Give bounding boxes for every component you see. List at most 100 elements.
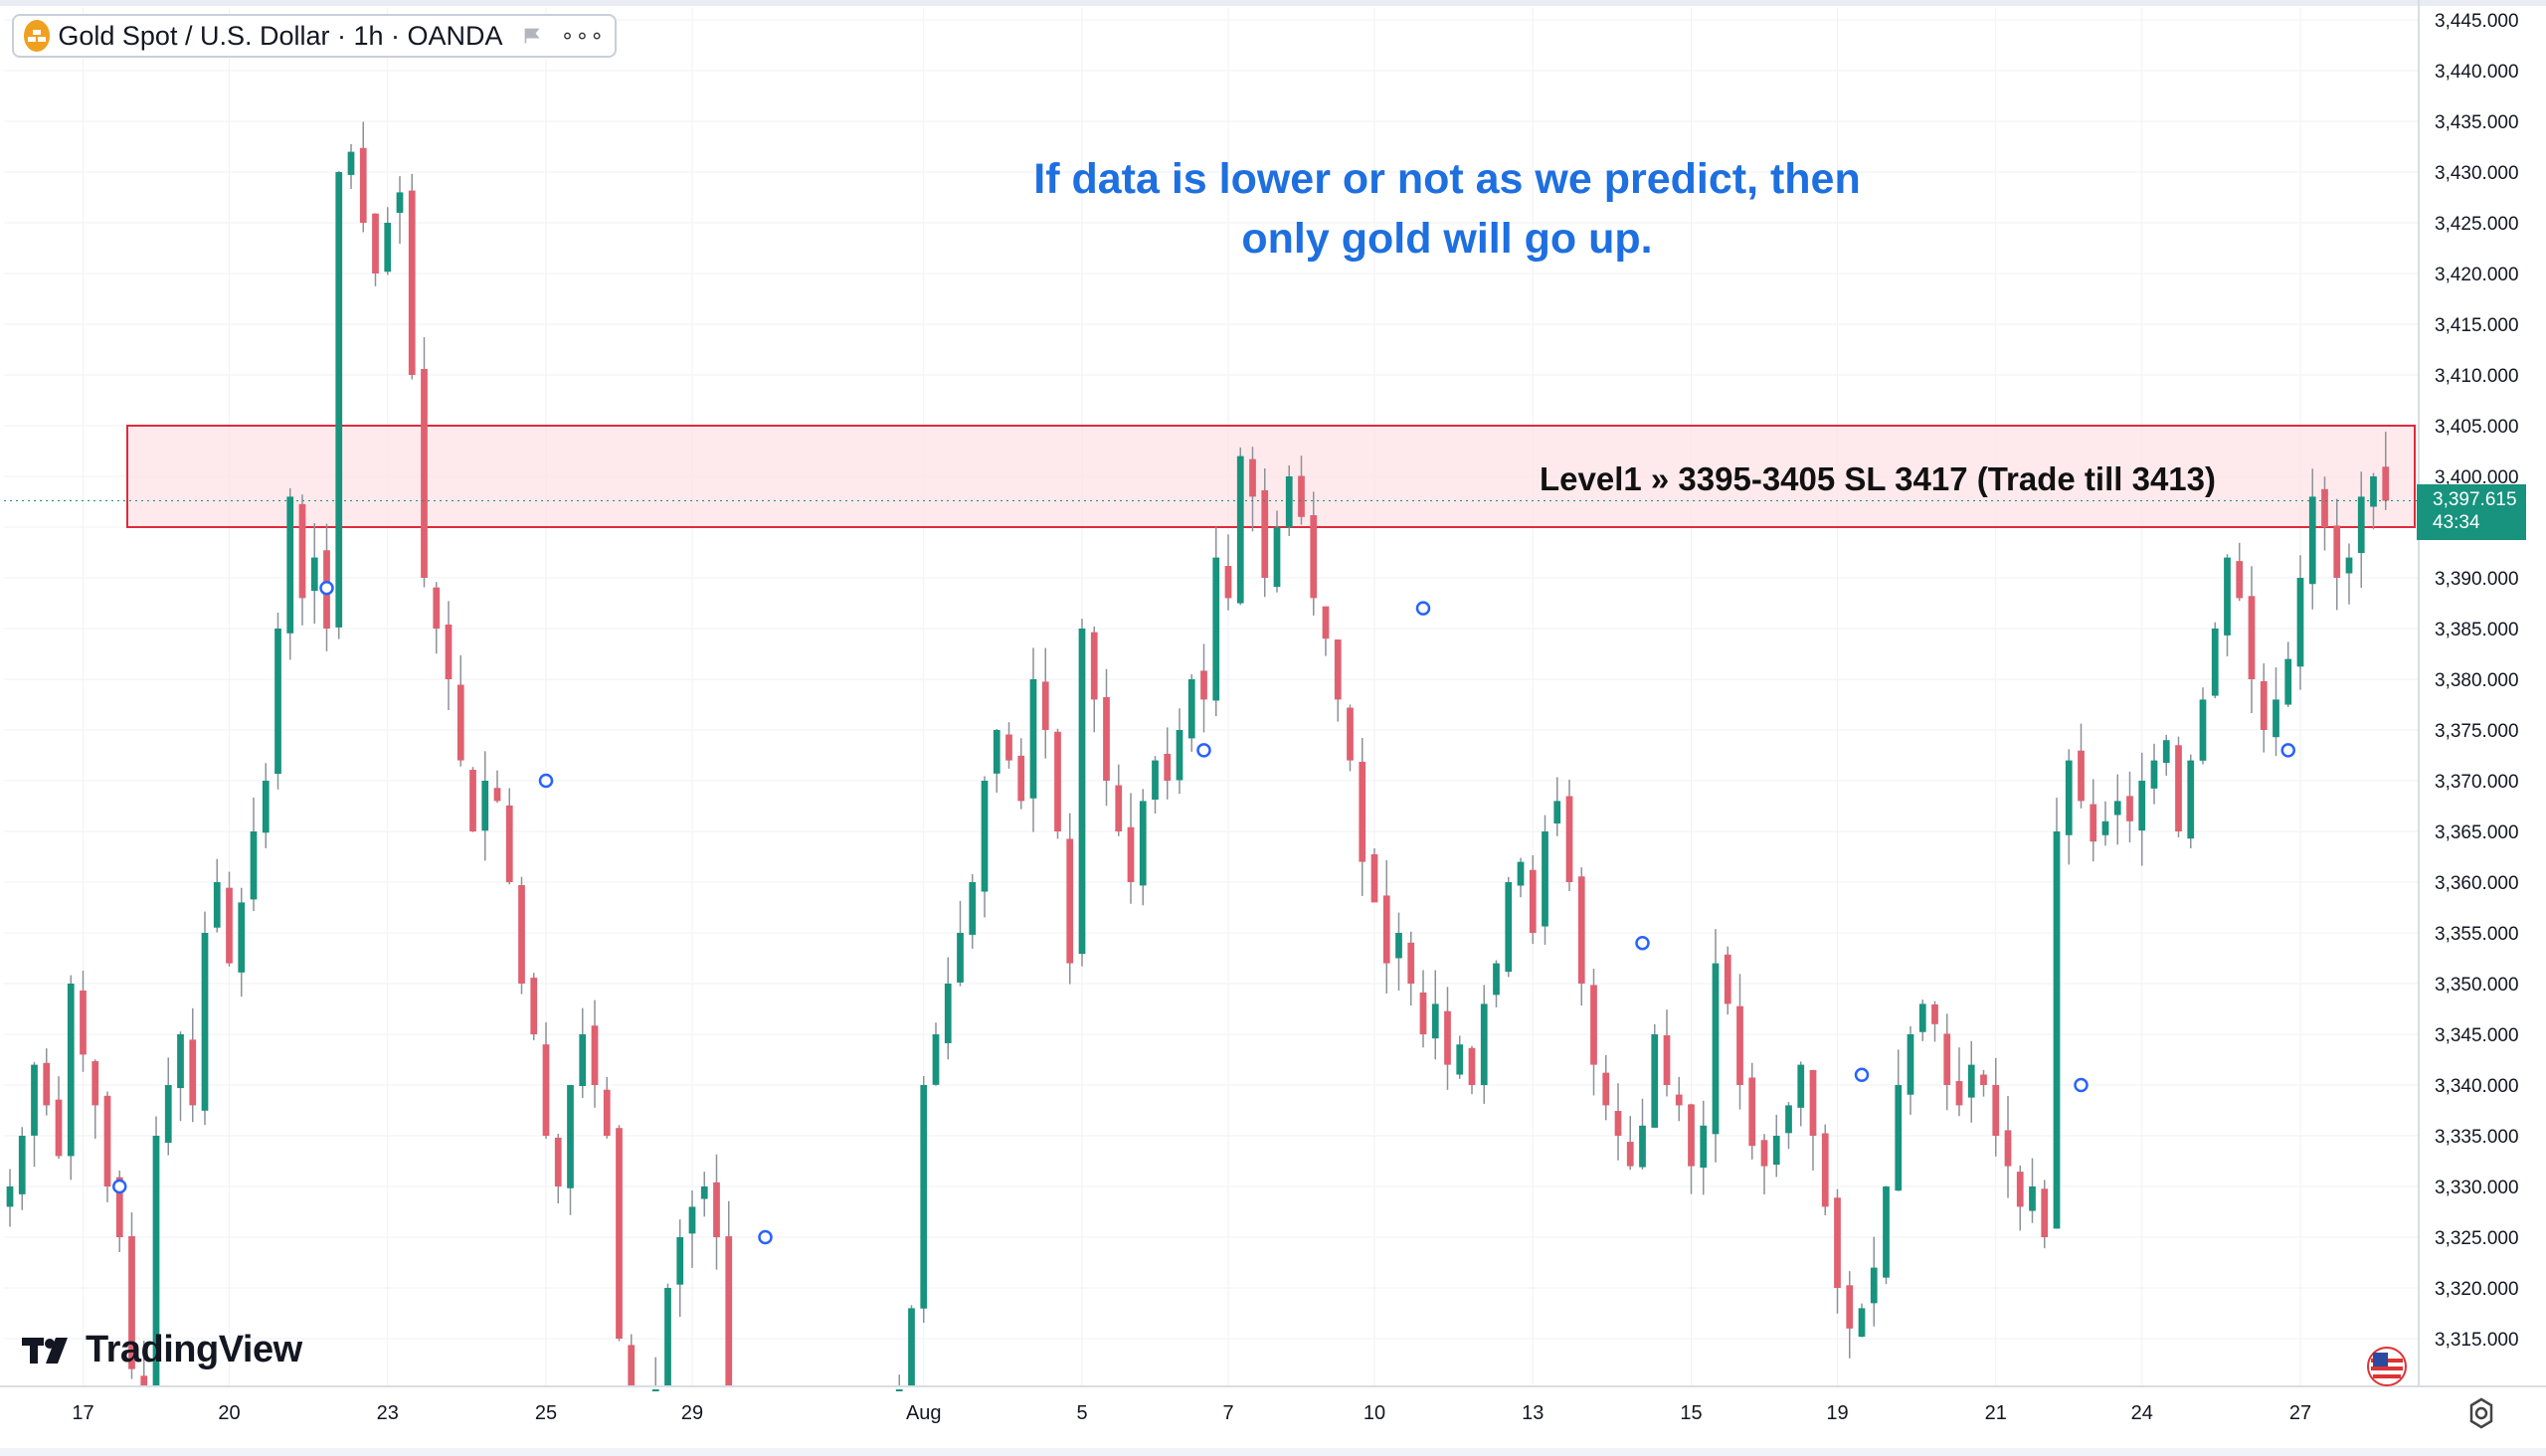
candle-body [1663,1035,1671,1085]
time-tick-label: 13 [1522,1402,1544,1424]
event-marker-icon [1635,935,1650,951]
time-tick-label: 10 [1364,1402,1385,1424]
candle-body [1078,629,1086,955]
price-tick-label: 3,380.000 [2435,670,2519,691]
candle-body [1310,515,1318,599]
candle-body [2065,760,2073,835]
zone-label: Level1 » 3395-3405 SL 3417 (Trade till 3… [1540,460,2216,497]
candle-body [1127,826,1135,882]
candle-body [445,624,453,679]
candle-body [1542,831,1548,927]
symbol-header[interactable]: Gold Spot / U.S. Dollar · 1h · OANDA ∘∘∘ [12,14,617,58]
candle-body [981,781,989,892]
candle-body [2090,804,2097,842]
price-tick-label: 3,370.000 [2435,772,2519,793]
candle-body [1176,730,1183,781]
top-divider [0,0,2546,6]
candle-body [1797,1064,1805,1108]
candle-body [335,172,343,628]
candle-body [969,882,977,935]
candle-body [1907,1034,1914,1095]
event-marker-icon [112,1179,127,1194]
us-flag-icon[interactable] [2365,1345,2409,1388]
candle-body [2236,561,2244,599]
candle-body [1712,963,1720,1135]
candle-body [1236,455,1244,604]
time-tick-label: 15 [1680,1402,1702,1424]
price-tick-label: 3,330.000 [2435,1178,2519,1198]
candle-body [664,1288,671,1386]
candle-body [469,770,476,831]
candle-body [1273,527,1281,588]
time-tick-label: 25 [535,1402,557,1424]
price-tick-label: 3,435.000 [2435,112,2519,133]
candle-body [579,1034,587,1086]
candle-body [1029,679,1037,799]
event-marker-icon [2280,743,2295,758]
time-tick-label: 20 [218,1402,240,1424]
tradingview-logo[interactable]: TradingView [22,1329,302,1371]
candle-body [2053,831,2061,1229]
candle-body [226,887,233,964]
candle-body [1261,489,1269,578]
candle-body [518,884,525,984]
candle-body [286,496,294,634]
event-marker-icon [538,773,554,789]
candle-body [2224,557,2231,636]
more-options-icon[interactable]: ∘∘∘ [560,23,605,48]
resistance-zone[interactable] [126,425,2416,528]
price-tick-label: 3,350.000 [2435,975,2519,996]
event-marker-icon [2074,1077,2089,1093]
candle-body [1553,801,1561,824]
candle-body [2138,781,2146,831]
candle-body [408,190,416,375]
candle-body [2175,745,2182,831]
candle-body [2273,699,2279,738]
candle-body [505,805,513,882]
candle-body [456,684,464,761]
candle-body [1187,679,1195,739]
candle-body [1382,895,1390,964]
symbol-title: Gold Spot / U.S. Dollar · 1h · OANDA [58,20,503,51]
candle-body [725,1236,733,1386]
event-marker-icon [1854,1067,1870,1083]
time-tick-label: 5 [1076,1402,1087,1424]
candle-body [55,1099,63,1157]
candle-body [1992,1084,2000,1136]
settings-gear-icon[interactable] [2464,1396,2498,1430]
candle-body [213,882,221,928]
candle-body [1967,1064,1975,1098]
candle-body [128,1235,135,1369]
current-price-badge: 3,397.615 43:34 [2417,484,2526,540]
candle-body [421,369,428,578]
candle-body [1639,1125,1646,1168]
flag-icon[interactable] [523,25,541,47]
candle-body [2370,476,2377,507]
annotation-text: If data is lower or not as we predict, t… [975,149,1919,269]
price-tick-label: 3,385.000 [2435,620,2519,640]
candle-body [1736,1005,1743,1085]
price-tick-label: 3,445.000 [2435,11,2519,32]
candle-body [895,1389,903,1391]
candle-body [1577,876,1585,984]
candle-body [1322,606,1330,639]
price-axis[interactable]: 3,315.000 3,320.000 3,325.000 3,330.000 3,33… [2435,11,2519,1351]
time-tick-label: 21 [1985,1402,2007,1424]
time-axis[interactable]: 17 20 23 25 29 Aug 5 7 10 13 15 19 21 24 27 [72,1402,2311,1424]
candle-body [1870,1267,1878,1304]
candle-body [1724,954,1731,1004]
bottom-divider [0,1448,2546,1456]
candle-body [651,1389,659,1391]
candle-body [1139,801,1147,886]
candle-body [18,1136,26,1194]
candle-body [1883,1186,1890,1278]
time-tick-label: Aug [906,1402,942,1424]
candle-body [1468,1047,1476,1085]
candle-body [2004,1130,2012,1167]
price-tick-label: 3,440.000 [2435,62,2519,83]
candle-body [1955,1081,1963,1106]
candle-body [152,1136,160,1386]
price-tick-label: 3,335.000 [2435,1127,2519,1148]
candle-body [530,978,538,1034]
